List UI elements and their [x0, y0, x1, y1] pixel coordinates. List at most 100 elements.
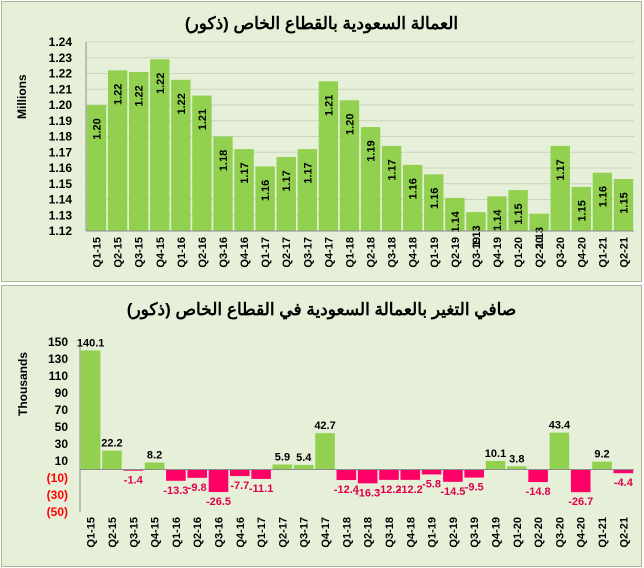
data-label: 1.17	[555, 159, 567, 180]
x-tick-label: Q3-16	[218, 237, 230, 268]
bar	[528, 469, 548, 483]
y-tick-label: 1.23	[49, 51, 73, 65]
data-label: -14.8	[526, 486, 551, 498]
bar	[613, 179, 634, 231]
data-label: -9.8	[188, 482, 207, 494]
data-label: 43.4	[549, 420, 571, 432]
bar	[549, 432, 570, 470]
data-label: 1.20	[344, 114, 356, 135]
y-tick-label: (10)	[47, 471, 68, 485]
y-tick-label: 90	[55, 386, 69, 400]
chart-panel-employment: العمالة السعودية بالقطاع الخاص (ذكور) Mi…	[1, 1, 642, 282]
data-label: -26.7	[568, 496, 593, 508]
bar	[464, 469, 484, 478]
x-tick-label: Q4-16	[239, 237, 251, 268]
data-label: 1.19	[366, 140, 378, 161]
bar	[255, 166, 275, 231]
data-label: -7.7	[230, 480, 249, 492]
y-tick-label: 1.24	[49, 35, 73, 49]
bar	[102, 450, 122, 470]
data-label: 1.20	[92, 118, 104, 139]
x-tick-label: Q2-21	[618, 517, 630, 548]
data-label: 1.16	[408, 178, 420, 199]
x-tick-label: Q2-19	[448, 517, 460, 548]
y-tick-label: 70	[55, 403, 69, 417]
data-label: 5.4	[296, 452, 312, 464]
y-tick-label: 30	[55, 437, 69, 451]
x-tick-label: Q4-19	[491, 517, 503, 548]
y-tick-label: 130	[48, 352, 68, 366]
x-tick-label: Q4-18	[408, 237, 420, 268]
x-tick-label: Q1-15	[86, 517, 98, 548]
x-tick-label: Q1-21	[597, 237, 609, 268]
data-label: 9.2	[594, 449, 609, 461]
x-tick-label: Q2-18	[363, 517, 375, 548]
data-label: -11.1	[249, 483, 273, 495]
x-tick-label: Q2-20	[533, 517, 545, 548]
bar	[570, 469, 591, 493]
bar	[251, 469, 271, 479]
x-tick-label: Q2-16	[197, 237, 209, 268]
bar	[357, 469, 378, 484]
x-tick-label: Q1-20	[513, 237, 525, 268]
y-tick-label: 1.22	[49, 67, 73, 81]
chart-title: صافي التغير بالعمالة السعودية في القطاع …	[126, 300, 517, 319]
x-tick-label: Q1-18	[344, 237, 356, 268]
y-tick-label: 1.17	[49, 145, 73, 159]
bar	[297, 149, 318, 231]
bar	[213, 136, 233, 231]
bar	[507, 466, 527, 470]
bar	[166, 469, 186, 481]
data-label: 1.21	[323, 95, 335, 116]
y-tick-label: 1.14	[49, 193, 73, 207]
bar	[592, 172, 613, 231]
x-tick-label: Q4-15	[155, 237, 167, 268]
x-tick-label: Q4-17	[323, 237, 335, 268]
bar	[379, 469, 399, 480]
x-tick-label: Q3-19	[471, 237, 483, 268]
data-label: 1.16	[597, 186, 609, 207]
data-label: 1.18	[218, 150, 230, 171]
x-tick-label: Q3-17	[302, 237, 314, 268]
x-tick-label: Q1-20	[512, 517, 524, 548]
bar	[150, 59, 170, 232]
bar	[485, 460, 506, 470]
x-tick-label: Q3-15	[128, 517, 140, 548]
data-label: 10.1	[485, 448, 506, 460]
x-tick-label: Q2-21	[618, 237, 630, 268]
bar	[123, 469, 144, 471]
data-label: -16.3	[355, 487, 380, 499]
bar	[276, 156, 296, 231]
chart-plot-net-change: (50) (30) (10) 10 30 50 70 90 110 130 150 140.1 Q1-1…	[47, 335, 634, 548]
bar	[592, 461, 612, 470]
data-label: -14.5	[440, 486, 465, 498]
x-tick-label: Q1-15	[92, 237, 104, 268]
data-label: 8.2	[147, 450, 162, 462]
bar	[421, 469, 442, 475]
y-tick-label: (50)	[47, 505, 68, 519]
x-tick-label: Q2-17	[281, 237, 293, 268]
x-tick-label: Q4-20	[576, 237, 588, 268]
chart-title: العمالة السعودية بالقطاع الخاص (ذكور)	[184, 14, 459, 33]
bar	[424, 174, 444, 231]
bar	[400, 469, 421, 480]
data-label: 22.2	[101, 438, 122, 450]
bar	[613, 469, 634, 474]
bar	[230, 469, 250, 477]
data-label: 1.17	[281, 170, 293, 191]
bar	[550, 145, 570, 231]
bar	[381, 145, 402, 231]
bar	[336, 469, 357, 481]
y-tick-label: 50	[55, 420, 69, 434]
data-label: 1.13	[534, 227, 546, 248]
bar	[107, 70, 128, 231]
x-tick-label: Q4-18	[405, 517, 417, 548]
data-label: 1.17	[302, 162, 314, 183]
bar	[508, 190, 528, 231]
x-tick-label: Q1-21	[597, 517, 609, 548]
bar	[187, 469, 207, 478]
y-tick-label: 1.12	[49, 224, 73, 238]
y-tick-label: 10	[55, 454, 69, 468]
bar	[318, 81, 339, 231]
x-tick-label: Q2-17	[277, 517, 289, 548]
